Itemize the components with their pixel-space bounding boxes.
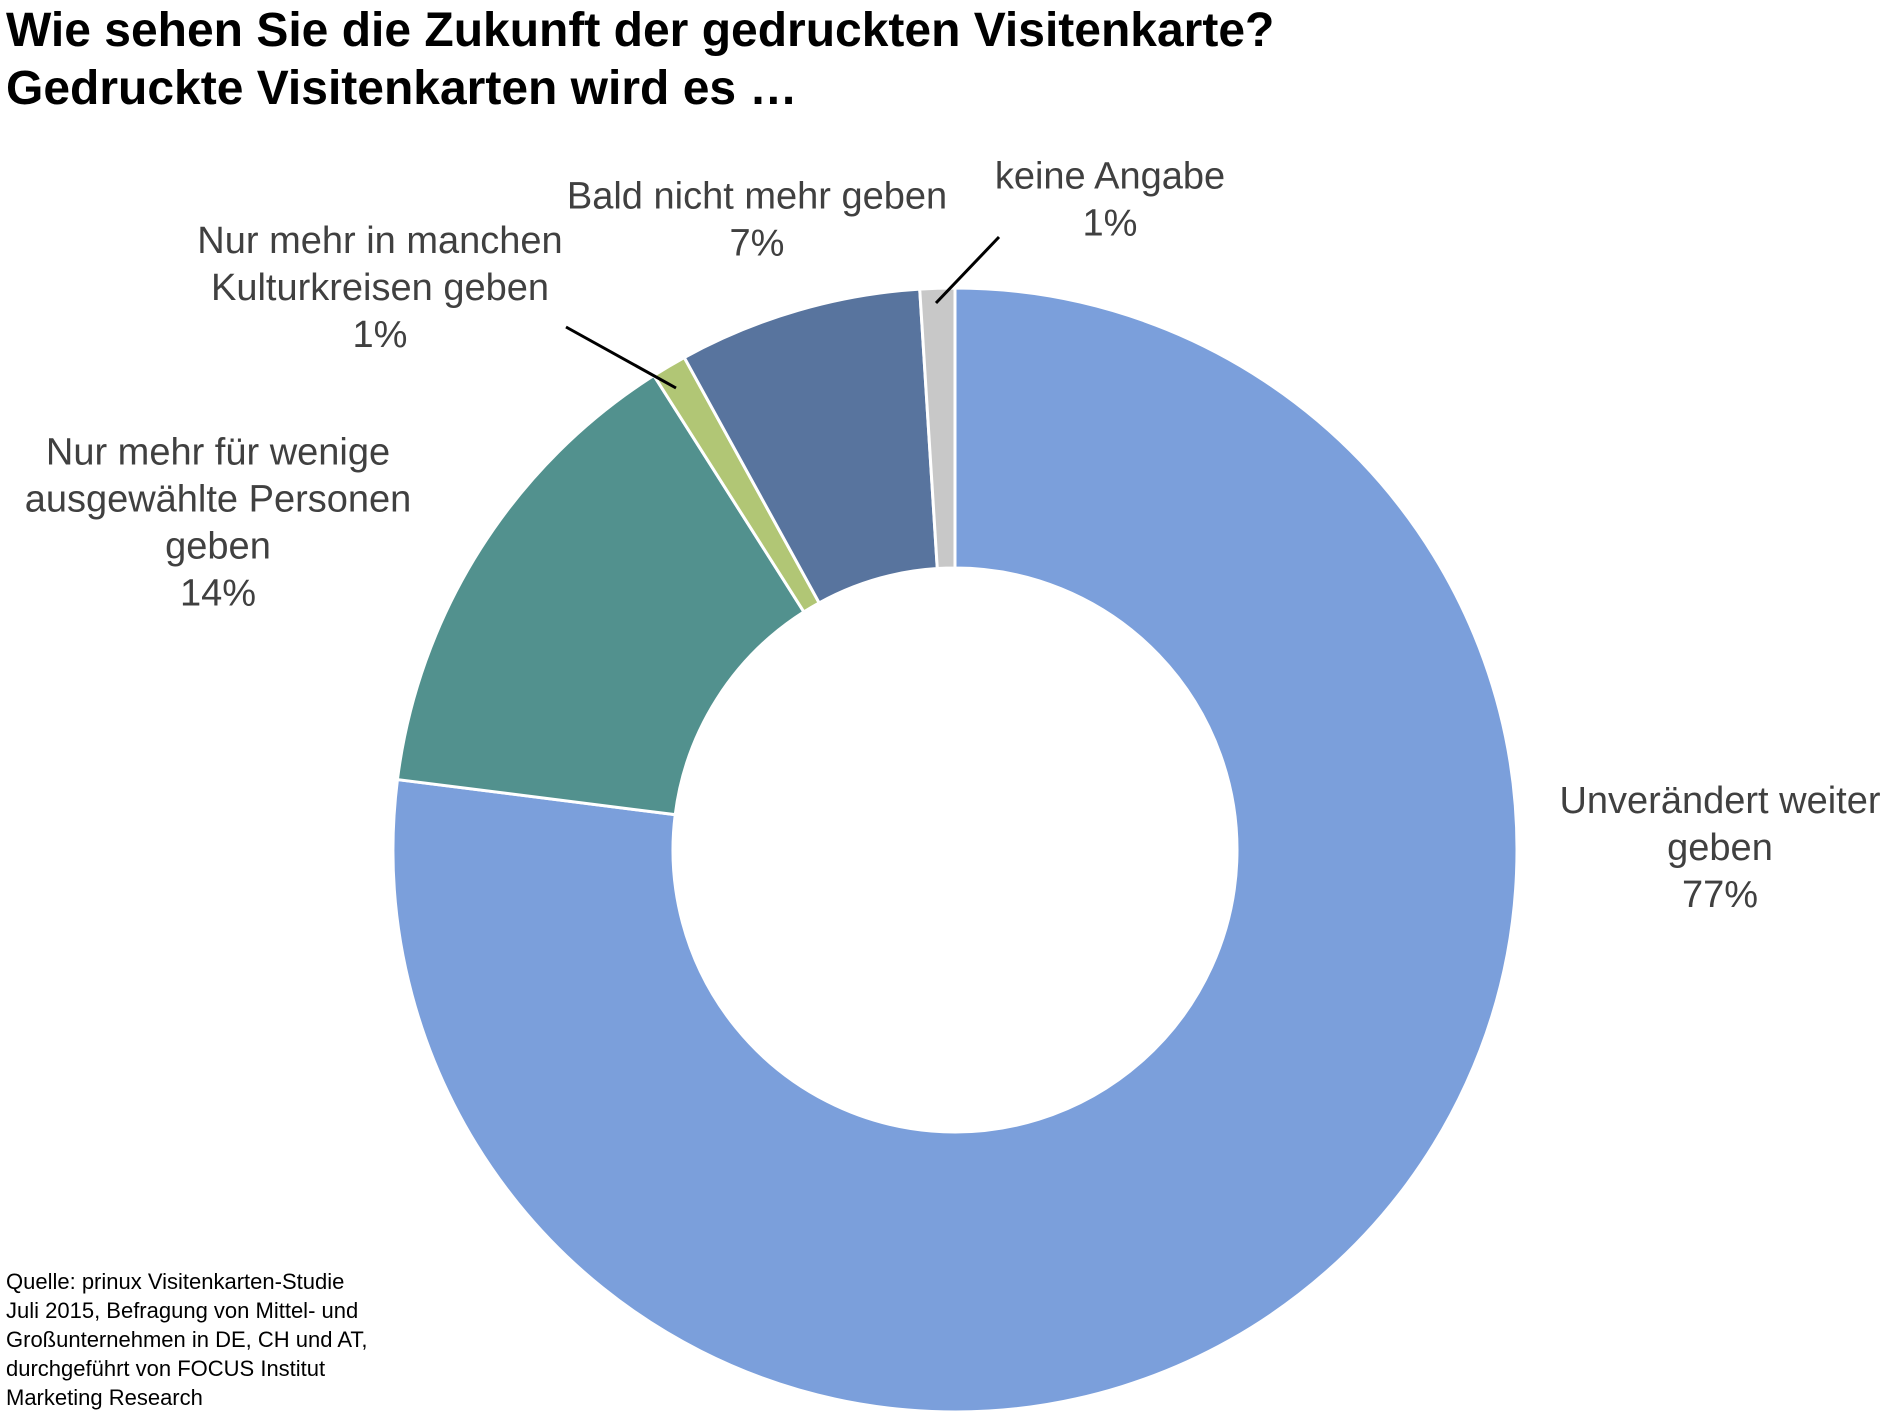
chart-title: Wie sehen Sie die Zukunft der gedruckten… bbox=[6, 4, 1275, 57]
slice-label: Unverändert weiter geben 77% bbox=[1559, 780, 1880, 916]
source-line: Juli 2015, Befragung von Mittel- und bbox=[6, 1298, 359, 1323]
slice-category-label: ausgewählte Personen bbox=[25, 479, 412, 521]
slice-category-label: keine Angabe bbox=[995, 156, 1225, 198]
source-line: Quelle: prinux Visitenkarten-Studie bbox=[6, 1269, 345, 1294]
slice-value-label: 7% bbox=[730, 223, 785, 265]
slices-layer bbox=[391, 286, 1519, 1414]
source-note: Quelle: prinux Visitenkarten-Studie Juli… bbox=[6, 1267, 368, 1412]
slice-label: keine Angabe 1% bbox=[995, 156, 1225, 245]
slice-category-label: Kulturkreisen geben bbox=[211, 267, 549, 309]
slice-category-label: geben bbox=[1667, 827, 1773, 869]
slice-value-label: 1% bbox=[353, 314, 408, 356]
donut-slice bbox=[395, 373, 806, 817]
source-line: Großunternehmen in DE, CH und AT, bbox=[6, 1327, 368, 1352]
chart-subtitle: Gedruckte Visitenkarten wird es … bbox=[6, 62, 798, 115]
slice-labels-layer: Unverändert weiter geben 77% Nur mehr für w… bbox=[25, 156, 1881, 917]
chart-title-block: Wie sehen Sie die Zukunft der gedruckten… bbox=[6, 2, 1274, 118]
slice-value-label: 1% bbox=[1083, 203, 1138, 245]
leader-line bbox=[565, 325, 677, 390]
slice-label: Bald nicht mehr geben 7% bbox=[567, 176, 947, 265]
leader-line bbox=[934, 235, 1001, 305]
slice-category-label: geben bbox=[165, 526, 271, 568]
slice-category-label: Unverändert weiter bbox=[1559, 780, 1880, 822]
donut-slice bbox=[918, 286, 957, 571]
slice-value-label: 77% bbox=[1682, 874, 1758, 916]
slice-category-label: Nur mehr für wenige bbox=[46, 432, 390, 474]
slice-label: Nur mehr für wenige ausgewählte Personen g… bbox=[25, 432, 412, 615]
slice-label: Nur mehr in manchen Kulturkreisen geben 1% bbox=[197, 220, 562, 356]
slice-category-label: Nur mehr in manchen bbox=[197, 220, 562, 262]
donut-slice bbox=[391, 286, 1519, 1414]
slice-category-label: Bald nicht mehr geben bbox=[567, 176, 947, 218]
source-line: durchgeführt von FOCUS Institut bbox=[6, 1356, 326, 1381]
source-line: Marketing Research bbox=[6, 1385, 203, 1410]
slice-value-label: 14% bbox=[180, 573, 256, 615]
leader-lines-layer bbox=[565, 235, 1001, 390]
